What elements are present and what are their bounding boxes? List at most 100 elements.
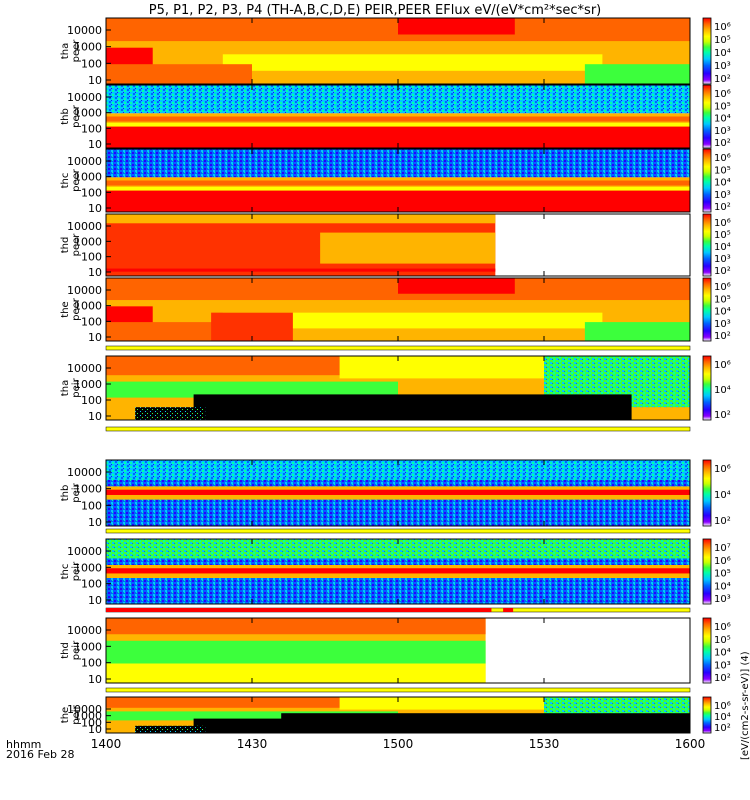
time-axis-label-date: 2016 Feb 28 — [6, 748, 74, 761]
spectrogram-band — [193, 394, 632, 420]
flag-segment — [105, 528, 691, 534]
spectrogram-panel: 10000 1000 100 10 thapeer 10⁶ 10⁵ 10⁴ 10³ 10² — [60, 17, 731, 87]
spectrogram-band — [584, 64, 690, 84]
panel-y-label: thdpeir — [60, 640, 82, 660]
colorbar — [702, 17, 712, 85]
quality-flag-bar — [105, 687, 691, 693]
y-tick-label: 100 — [81, 186, 102, 199]
spectrogram-band — [106, 381, 398, 398]
colorbar-tick-label: 10² — [714, 202, 731, 213]
spectrogram-band — [281, 713, 690, 733]
colorbar-tick-label: 10⁵ — [714, 635, 731, 646]
y-tick-label: 100 — [81, 57, 102, 70]
colorbar — [702, 148, 712, 213]
colorbar-tick-label: 10³ — [714, 190, 731, 201]
spectrogram-band — [106, 489, 690, 495]
colorbar — [702, 277, 712, 342]
y-tick-label: 1000 — [74, 41, 102, 54]
time-tick-label: 1530 — [529, 737, 560, 751]
spectrogram-band — [106, 214, 496, 224]
colorbar-tick-label: 10⁶ — [714, 89, 731, 100]
colorbar-units-label: [eV/(cm2-s-sr-eV)] (4) — [740, 651, 750, 760]
y-tick-label: 10 — [88, 202, 102, 215]
colorbar-tick-label: 10⁶ — [714, 22, 731, 33]
colorbar-tick-label: 10² — [714, 138, 731, 149]
colorbar-tick-label: 10⁶ — [714, 153, 731, 164]
y-tick-label: 10 — [88, 410, 102, 423]
spectrogram-band — [584, 322, 690, 341]
y-tick-label: 10000 — [67, 624, 102, 637]
y-tick-label: 10000 — [67, 155, 102, 168]
y-tick-label: 10 — [88, 516, 102, 529]
panel-y-label: thapeir — [60, 377, 82, 397]
spectrogram-band — [106, 116, 690, 122]
spectrogram-band — [106, 640, 486, 664]
colorbar-tick-label: 10⁶ — [714, 360, 731, 371]
colorbar-tick-label: 10² — [714, 673, 731, 684]
spectrogram-band — [106, 268, 496, 272]
colorbar-tick-label: 10² — [714, 410, 731, 421]
spectrogram-band — [106, 618, 486, 635]
spectrogram-band — [106, 189, 690, 212]
colorbar-tick-label: 10³ — [714, 126, 731, 137]
y-tick-label: 100 — [81, 716, 102, 729]
y-tick-label: 10 — [88, 723, 102, 736]
y-tick-label: 10 — [88, 673, 102, 686]
y-tick-label: 1000 — [74, 300, 102, 313]
colorbar-tick-label: 10⁴ — [714, 48, 731, 59]
colorbar — [702, 213, 712, 277]
y-tick-label: 100 — [81, 578, 102, 591]
panel-y-label: thcpeer — [60, 168, 82, 192]
colorbar-tick-label: 10⁶ — [714, 622, 731, 633]
colorbar-tick-label: 10⁴ — [714, 114, 731, 125]
colorbar-tick-label: 10² — [714, 266, 731, 277]
colorbar-tick-label: 10² — [714, 331, 731, 342]
colorbar-tick-label: 10⁶ — [714, 218, 731, 229]
colorbar-tick-label: 10⁶ — [714, 556, 731, 567]
spectrogram-band — [222, 54, 603, 71]
colorbar-tick-label: 10⁶ — [714, 282, 731, 293]
colorbar-tick-label: 10³ — [714, 254, 731, 265]
spectrogram-band — [106, 186, 690, 191]
spectrogram-band — [106, 180, 690, 186]
flag-segment — [106, 608, 492, 612]
y-tick-label: 10000 — [67, 545, 102, 558]
flag-segment — [105, 426, 691, 432]
y-tick-label: 10000 — [67, 91, 102, 104]
colorbar-tick-label: 10⁴ — [714, 307, 731, 318]
spectrogram-band — [106, 122, 690, 127]
colorbar — [702, 459, 712, 527]
colorbar-tick-label: 10⁵ — [714, 35, 731, 46]
panel-y-label: thbpeir — [60, 482, 82, 502]
y-tick-label: 10000 — [67, 362, 102, 375]
colorbar-tick-label: 10³ — [714, 319, 731, 330]
y-tick-label: 10 — [88, 331, 102, 344]
y-tick-label: 100 — [81, 315, 102, 328]
spectrogram-band — [135, 725, 206, 733]
flag-segment — [105, 345, 691, 351]
colorbar — [702, 355, 712, 421]
y-tick-label: 100 — [81, 657, 102, 670]
panel-y-label: thdpeer — [60, 233, 82, 257]
y-tick-label: 100 — [81, 499, 102, 512]
colorbar-tick-label: 10⁵ — [714, 294, 731, 305]
time-tick-label: 1500 — [383, 737, 414, 751]
y-tick-label: 1000 — [74, 561, 102, 574]
colorbar-tick-label: 10⁶ — [714, 701, 731, 712]
quality-flag-bar — [105, 345, 691, 351]
y-tick-label: 10000 — [67, 703, 102, 716]
colorbar-tick-label: 10⁴ — [714, 242, 731, 253]
spectrogram-band — [106, 64, 252, 84]
y-tick-label: 100 — [81, 122, 102, 135]
quality-flag-bar — [105, 607, 691, 613]
colorbar — [702, 84, 712, 149]
time-tick-label: 1600 — [675, 737, 706, 751]
spectrogram-band — [106, 663, 486, 683]
colorbar-tick-label: 10² — [714, 516, 731, 527]
